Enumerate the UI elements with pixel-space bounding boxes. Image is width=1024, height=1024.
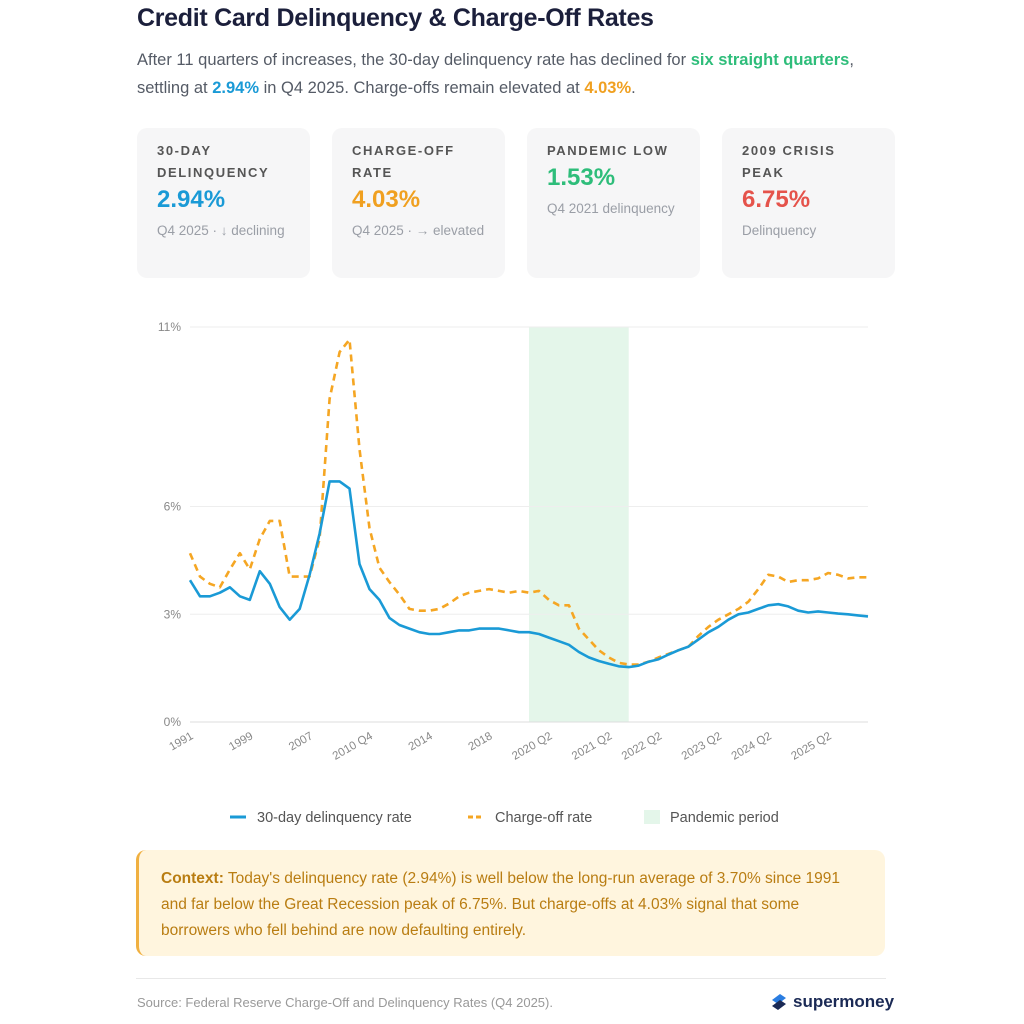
context-text: Today's delinquency rate (2.94%) is well… <box>161 870 841 939</box>
subtitle-text: . <box>631 79 636 97</box>
chart: 0% 3% 6% 11% 1991 1999 2007 2010 Q4 2014 2018 2020… <box>158 320 869 826</box>
source: Source: Federal Reserve Charge-Off and D… <box>137 995 553 1010</box>
legend-label: 30-day delinquency rate <box>257 810 412 826</box>
x-tick-label: 2021 Q2 <box>570 730 614 762</box>
stat-card: 30-DAY DELINQUENCY 2.94% Q4 2025 · ↓ decli… <box>137 128 310 278</box>
card-value: 4.03% <box>352 186 421 213</box>
x-tick-label: 2023 Q2 <box>680 730 724 762</box>
stat-card: PANDEMIC LOW 1.53% Q4 2021 delinquency <box>527 128 700 278</box>
brand-name: supermoney <box>793 992 895 1011</box>
subtitle-highlight: 2.94% <box>212 79 260 97</box>
card-value: 2.94% <box>157 186 226 213</box>
pandemic-band <box>529 327 629 722</box>
y-tick-label: 0% <box>164 715 182 729</box>
title: Credit Card Delinquency & Charge-Off Rat… <box>137 4 654 32</box>
card-note: Delinquency <box>742 223 817 238</box>
subtitle-text: , settling at <box>137 51 854 97</box>
subtitle-text: After 11 quarters of increases, the 30-d… <box>137 51 691 69</box>
stat-card: CHARGE-OFF RATE 4.03% Q4 2025 · → elevated <box>332 128 505 278</box>
context-lead: Context: <box>161 870 224 887</box>
card-note: Q4 2021 delinquency <box>547 201 675 216</box>
x-tick-label: 1991 <box>167 730 195 753</box>
legend-swatch <box>644 810 660 824</box>
card-label: PANDEMIC LOW <box>547 143 669 158</box>
legend-label: Charge-off rate <box>495 810 592 826</box>
x-tick-label: 2014 <box>407 730 436 753</box>
card-label: CHARGE-OFF RATE <box>352 143 455 180</box>
card-label: 2009 CRISIS PEAK <box>742 143 836 180</box>
x-tick-label: 2018 <box>466 730 494 753</box>
subtitle-highlight: 4.03% <box>584 79 632 97</box>
context-box: Context: Today's delinquency rate (2.94%… <box>136 850 885 956</box>
card-note: Q4 2025 · → elevated <box>352 223 485 238</box>
subtitle: After 11 quarters of increases, the 30-d… <box>137 46 897 102</box>
series-line <box>188 338 868 666</box>
x-tick-label: 2010 Q4 <box>331 730 376 763</box>
card-label: 30-DAY DELINQUENCY <box>157 143 270 180</box>
x-tick-label: 2022 Q2 <box>620 730 664 762</box>
series-line <box>188 480 869 669</box>
x-tick-label: 2020 Q2 <box>510 730 554 762</box>
subtitle-highlight: six straight quarters <box>690 51 850 69</box>
y-tick-label: 11% <box>158 320 181 334</box>
legend-label: Pandemic period <box>670 810 779 826</box>
card-value: 1.53% <box>547 164 616 191</box>
y-tick-label: 3% <box>164 607 182 621</box>
separator <box>136 978 886 979</box>
x-tick-label: 2007 <box>287 730 315 753</box>
x-tick-label: 2024 Q2 <box>730 730 774 762</box>
brand-icon <box>772 994 786 1010</box>
card-note: Q4 2025 · ↓ declining <box>157 223 285 238</box>
y-tick-label: 6% <box>164 500 182 514</box>
x-tick-label: 2025 Q2 <box>789 730 833 762</box>
brand: supermoney <box>770 992 894 1012</box>
subtitle-text: in Q4 2025. Charge-offs remain elevated … <box>259 79 585 97</box>
stat-card: 2009 CRISIS PEAK 6.75% Delinquency <box>722 128 895 278</box>
card-value: 6.75% <box>742 186 811 213</box>
x-tick-label: 1999 <box>227 730 255 753</box>
